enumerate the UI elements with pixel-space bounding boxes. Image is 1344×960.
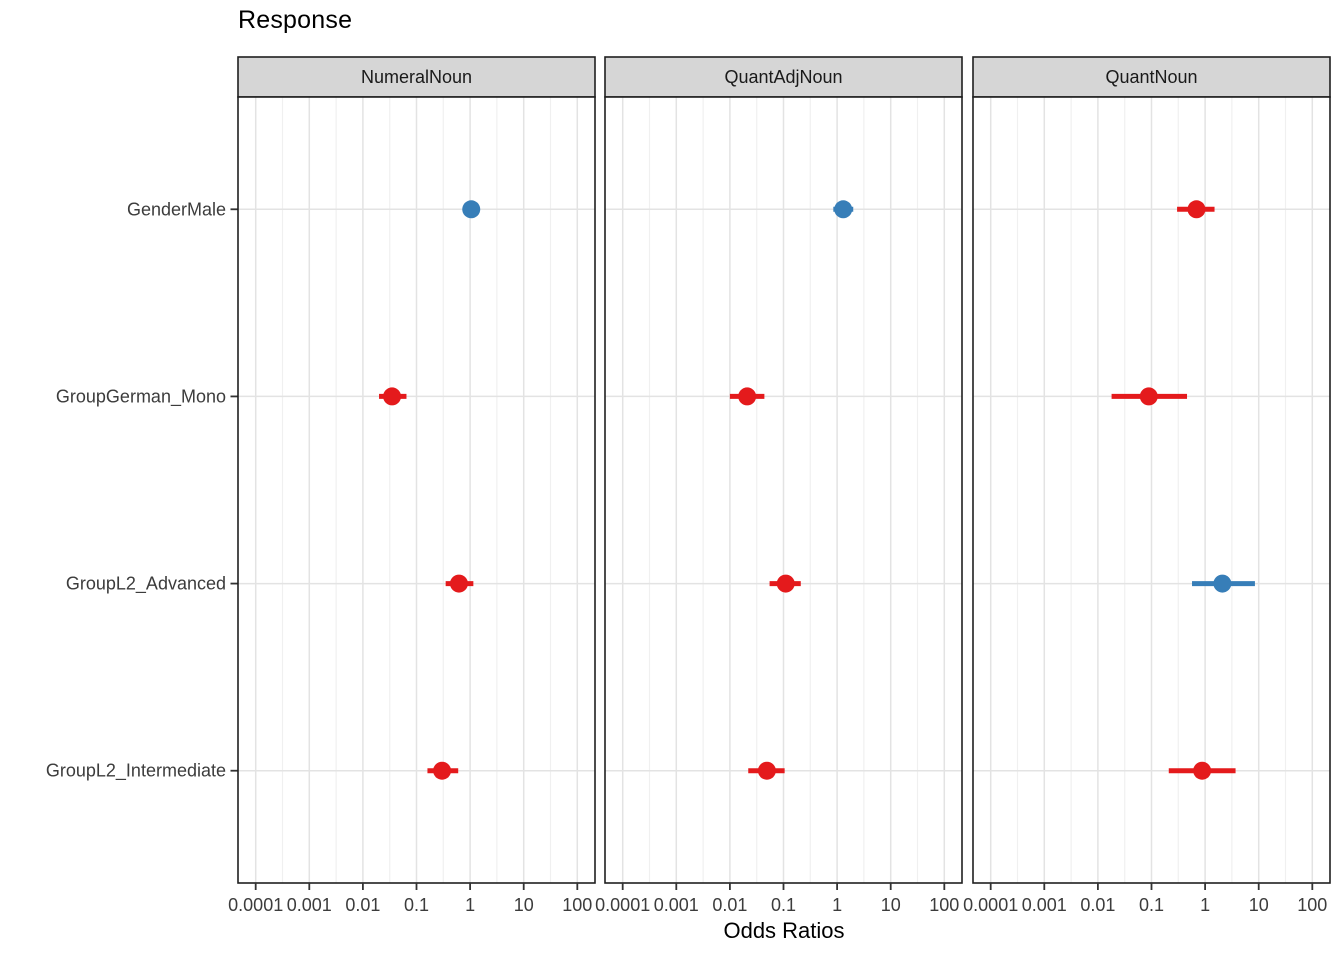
odds-ratio-point [433, 761, 452, 780]
x-tick-label: 0.1 [1139, 895, 1164, 915]
x-tick-label: 0.0001 [228, 895, 283, 915]
odds-ratio-point [757, 761, 776, 780]
x-tick-label: 0.01 [712, 895, 747, 915]
x-tick-label: 0.001 [654, 895, 699, 915]
x-tick-label: 0.01 [345, 895, 380, 915]
x-tick-label: 0.1 [404, 895, 429, 915]
odds-ratio-point [449, 574, 468, 593]
plot-title: Response [238, 6, 353, 34]
odds-ratio-point [1139, 387, 1158, 406]
odds-ratio-point [834, 200, 853, 219]
x-tick-label: 1 [832, 895, 842, 915]
x-tick-label: 100 [929, 895, 959, 915]
x-tick-label: 0.0001 [963, 895, 1018, 915]
x-tick-label: 10 [1249, 895, 1269, 915]
odds-ratio-point [738, 387, 757, 406]
x-axis-title: Odds Ratios [723, 918, 845, 943]
y-tick-label: GenderMale [127, 199, 226, 219]
facet-strip-label: NumeralNoun [361, 67, 472, 87]
x-tick-label: 1 [1200, 895, 1210, 915]
x-tick-label: 1 [465, 895, 475, 915]
facet-strip [972, 56, 1331, 98]
x-tick-label: 100 [562, 895, 592, 915]
y-tick-label: GroupL2_Advanced [66, 574, 226, 595]
x-tick-label: 10 [514, 895, 534, 915]
odds-ratio-point [383, 387, 402, 406]
y-tick-label: GroupL2_Intermediate [46, 761, 226, 782]
x-tick-label: 0.01 [1080, 895, 1115, 915]
odds-ratio-point [776, 574, 795, 593]
odds-ratio-point [462, 200, 481, 219]
x-tick-label: 0.001 [287, 895, 332, 915]
x-tick-label: 0.1 [771, 895, 796, 915]
x-tick-label: 100 [1297, 895, 1327, 915]
x-tick-label: 0.001 [1022, 895, 1067, 915]
facet-strip-label: QuantNoun [1105, 67, 1197, 87]
facet-strip [604, 56, 963, 98]
y-tick-label: GroupGerman_Mono [56, 386, 226, 407]
odds-ratio-point [1193, 761, 1212, 780]
facet-strip-label: QuantAdjNoun [724, 67, 842, 87]
x-tick-label: 0.0001 [595, 895, 650, 915]
odds-ratio-point [1187, 200, 1206, 219]
odds-ratio-point [1213, 574, 1232, 593]
x-tick-label: 10 [881, 895, 901, 915]
